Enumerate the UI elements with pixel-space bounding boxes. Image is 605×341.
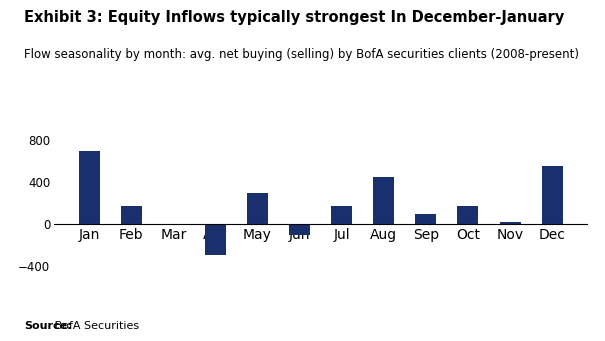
Bar <box>541 166 563 224</box>
Bar <box>79 151 100 224</box>
Bar <box>121 206 142 224</box>
Text: Exhibit 3: Equity Inflows typically strongest In December-January: Exhibit 3: Equity Inflows typically stro… <box>24 10 564 25</box>
Bar <box>457 206 479 224</box>
Bar <box>289 224 310 235</box>
Text: BofA Securities: BofA Securities <box>51 321 140 331</box>
Text: Source:: Source: <box>24 321 72 331</box>
Bar <box>247 193 268 224</box>
Bar <box>373 177 394 224</box>
Text: Flow seasonality by month: avg. net buying (selling) by BofA securities clients : Flow seasonality by month: avg. net buyi… <box>24 48 579 61</box>
Bar <box>331 206 352 224</box>
Bar <box>500 222 520 224</box>
Bar <box>205 224 226 255</box>
Bar <box>416 213 436 224</box>
